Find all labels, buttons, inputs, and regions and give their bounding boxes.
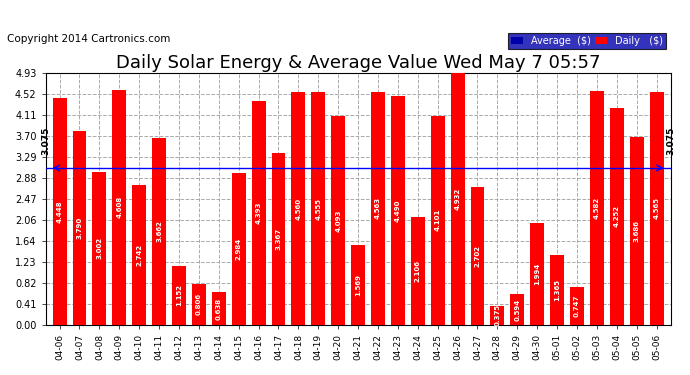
Text: 4.252: 4.252: [614, 206, 620, 227]
Text: 3.790: 3.790: [77, 217, 83, 239]
Bar: [271, 153, 286, 325]
Title: Daily Solar Energy & Average Value Wed May 7 05:57: Daily Solar Energy & Average Value Wed M…: [116, 54, 600, 72]
Text: 3.367: 3.367: [275, 228, 282, 250]
Bar: [630, 137, 644, 325]
Bar: [511, 294, 524, 325]
Bar: [331, 116, 345, 325]
Text: 2.702: 2.702: [475, 245, 480, 267]
Text: 4.563: 4.563: [375, 197, 381, 219]
Text: Copyright 2014 Cartronics.com: Copyright 2014 Cartronics.com: [7, 34, 170, 44]
Text: 4.582: 4.582: [594, 197, 600, 219]
Bar: [431, 116, 444, 325]
Bar: [411, 217, 425, 325]
Bar: [252, 101, 266, 325]
Bar: [550, 255, 564, 325]
Text: 2.106: 2.106: [415, 260, 421, 282]
Text: 1.365: 1.365: [554, 279, 560, 301]
Bar: [132, 185, 146, 325]
Legend: Average  ($), Daily   ($): Average ($), Daily ($): [508, 33, 666, 49]
Text: 4.555: 4.555: [315, 198, 322, 220]
Text: 0.806: 0.806: [196, 293, 202, 315]
Text: 4.101: 4.101: [435, 209, 441, 231]
Text: 4.490: 4.490: [395, 199, 401, 222]
Bar: [471, 187, 484, 325]
Bar: [152, 138, 166, 325]
Bar: [491, 306, 504, 325]
Text: 4.565: 4.565: [653, 197, 660, 219]
Text: 3.002: 3.002: [97, 237, 102, 259]
Bar: [351, 245, 365, 325]
Bar: [212, 292, 226, 325]
Text: 4.448: 4.448: [57, 200, 63, 223]
Bar: [649, 92, 664, 325]
Bar: [610, 108, 624, 325]
Bar: [92, 172, 106, 325]
Bar: [590, 91, 604, 325]
Text: 2.742: 2.742: [136, 244, 142, 266]
Bar: [192, 284, 206, 325]
Bar: [112, 90, 126, 325]
Bar: [371, 92, 385, 325]
Text: 1.152: 1.152: [176, 284, 182, 306]
Bar: [72, 132, 86, 325]
Bar: [570, 286, 584, 325]
Text: 0.375: 0.375: [494, 304, 500, 326]
Text: 3.075: 3.075: [41, 127, 50, 155]
Text: 4.608: 4.608: [117, 196, 122, 218]
Text: 1.994: 1.994: [534, 263, 540, 285]
Bar: [530, 223, 544, 325]
Text: 4.093: 4.093: [335, 209, 341, 232]
Text: 2.984: 2.984: [236, 237, 241, 260]
Text: 4.393: 4.393: [255, 201, 262, 224]
Bar: [232, 172, 246, 325]
Text: 0.594: 0.594: [514, 298, 520, 321]
Text: 4.560: 4.560: [295, 197, 302, 219]
Bar: [311, 93, 325, 325]
Text: 1.569: 1.569: [355, 274, 361, 296]
Bar: [52, 98, 66, 325]
Text: 3.075: 3.075: [666, 127, 675, 155]
Bar: [451, 73, 464, 325]
Text: 4.932: 4.932: [455, 188, 460, 210]
Text: 0.747: 0.747: [574, 294, 580, 317]
Bar: [172, 266, 186, 325]
Text: 0.638: 0.638: [216, 297, 221, 320]
Bar: [391, 96, 405, 325]
Bar: [291, 92, 306, 325]
Text: 3.662: 3.662: [156, 220, 162, 242]
Text: 3.686: 3.686: [633, 220, 640, 242]
